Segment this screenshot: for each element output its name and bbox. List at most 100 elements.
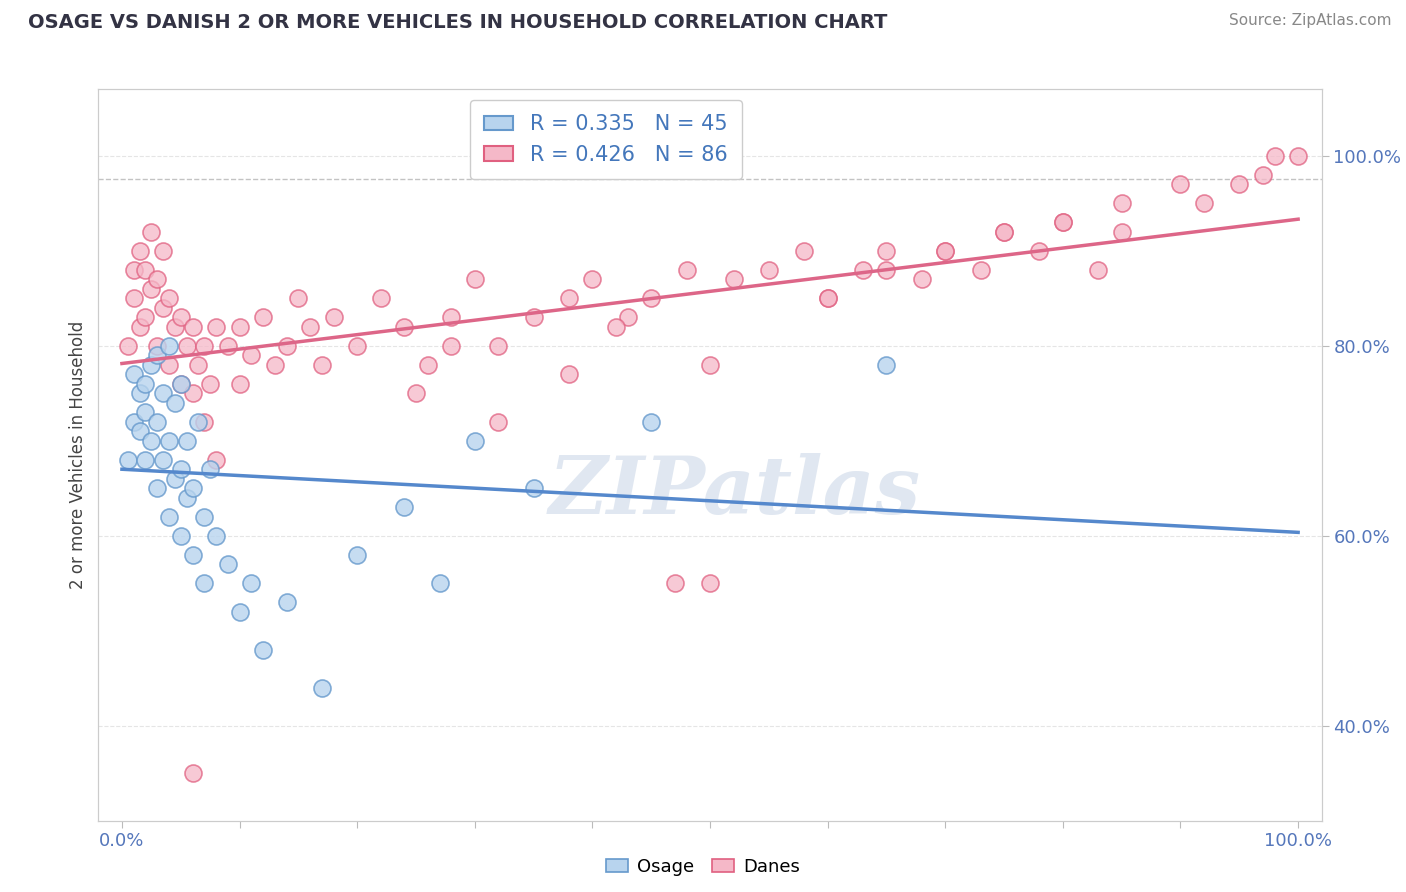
Point bbox=[311, 358, 333, 372]
Point bbox=[152, 301, 174, 315]
Point bbox=[128, 424, 150, 438]
Point bbox=[640, 415, 662, 429]
Point bbox=[122, 415, 145, 429]
Point bbox=[817, 291, 839, 305]
Point bbox=[181, 481, 204, 495]
Point bbox=[523, 481, 546, 495]
Point bbox=[852, 262, 875, 277]
Point bbox=[134, 405, 156, 419]
Point bbox=[370, 291, 392, 305]
Point bbox=[198, 376, 221, 391]
Point bbox=[141, 225, 163, 239]
Point bbox=[170, 310, 193, 325]
Point bbox=[128, 386, 150, 401]
Point bbox=[181, 319, 204, 334]
Point bbox=[276, 595, 298, 609]
Point bbox=[311, 681, 333, 695]
Point bbox=[163, 319, 186, 334]
Point bbox=[429, 576, 451, 591]
Legend: R = 0.335   N = 45, R = 0.426   N = 86: R = 0.335 N = 45, R = 0.426 N = 86 bbox=[470, 100, 742, 179]
Point bbox=[969, 262, 991, 277]
Point bbox=[581, 272, 603, 286]
Point bbox=[205, 319, 228, 334]
Point bbox=[170, 462, 193, 476]
Point bbox=[157, 434, 180, 448]
Point bbox=[205, 529, 228, 543]
Point bbox=[252, 310, 274, 325]
Point bbox=[163, 472, 186, 486]
Point bbox=[486, 339, 509, 353]
Point bbox=[141, 434, 163, 448]
Point bbox=[134, 310, 156, 325]
Point bbox=[157, 291, 180, 305]
Point bbox=[193, 509, 215, 524]
Point bbox=[605, 319, 627, 334]
Point bbox=[440, 310, 463, 325]
Point bbox=[122, 367, 145, 381]
Point bbox=[170, 376, 193, 391]
Point bbox=[176, 491, 198, 505]
Point bbox=[875, 244, 897, 258]
Point bbox=[170, 376, 193, 391]
Point bbox=[228, 376, 250, 391]
Point bbox=[176, 339, 198, 353]
Point bbox=[146, 348, 169, 362]
Point bbox=[558, 291, 581, 305]
Point bbox=[911, 272, 934, 286]
Point bbox=[228, 319, 250, 334]
Point bbox=[464, 272, 486, 286]
Point bbox=[176, 434, 198, 448]
Point bbox=[146, 272, 169, 286]
Point bbox=[640, 291, 662, 305]
Point bbox=[193, 576, 215, 591]
Point bbox=[128, 244, 150, 258]
Point bbox=[157, 509, 180, 524]
Point bbox=[664, 576, 686, 591]
Point bbox=[146, 481, 169, 495]
Point bbox=[163, 395, 186, 409]
Point bbox=[392, 500, 416, 515]
Point bbox=[817, 291, 839, 305]
Point bbox=[616, 310, 638, 325]
Point bbox=[758, 262, 780, 277]
Point bbox=[217, 557, 239, 571]
Point bbox=[558, 367, 581, 381]
Point bbox=[117, 452, 139, 467]
Point bbox=[1170, 177, 1192, 191]
Point bbox=[205, 452, 228, 467]
Point bbox=[699, 576, 721, 591]
Point bbox=[122, 291, 145, 305]
Point bbox=[170, 529, 193, 543]
Point bbox=[875, 358, 897, 372]
Point bbox=[675, 262, 697, 277]
Point bbox=[723, 272, 745, 286]
Point bbox=[1264, 149, 1286, 163]
Point bbox=[464, 434, 486, 448]
Point bbox=[152, 244, 174, 258]
Text: ZIPatlas: ZIPatlas bbox=[548, 453, 921, 530]
Point bbox=[240, 576, 263, 591]
Point bbox=[181, 766, 204, 780]
Point bbox=[486, 415, 509, 429]
Point bbox=[793, 244, 815, 258]
Point bbox=[263, 358, 285, 372]
Point bbox=[146, 339, 169, 353]
Point bbox=[252, 642, 274, 657]
Point bbox=[346, 339, 368, 353]
Y-axis label: 2 or more Vehicles in Household: 2 or more Vehicles in Household bbox=[69, 321, 87, 589]
Point bbox=[141, 358, 163, 372]
Point bbox=[392, 319, 416, 334]
Point bbox=[187, 415, 209, 429]
Point bbox=[134, 376, 156, 391]
Point bbox=[405, 386, 427, 401]
Point bbox=[146, 415, 169, 429]
Point bbox=[299, 319, 322, 334]
Point bbox=[346, 548, 368, 562]
Point bbox=[181, 548, 204, 562]
Point bbox=[240, 348, 263, 362]
Legend: Osage, Danes: Osage, Danes bbox=[599, 851, 807, 883]
Point bbox=[157, 358, 180, 372]
Text: Source: ZipAtlas.com: Source: ZipAtlas.com bbox=[1229, 13, 1392, 29]
Point bbox=[1028, 244, 1050, 258]
Point bbox=[217, 339, 239, 353]
